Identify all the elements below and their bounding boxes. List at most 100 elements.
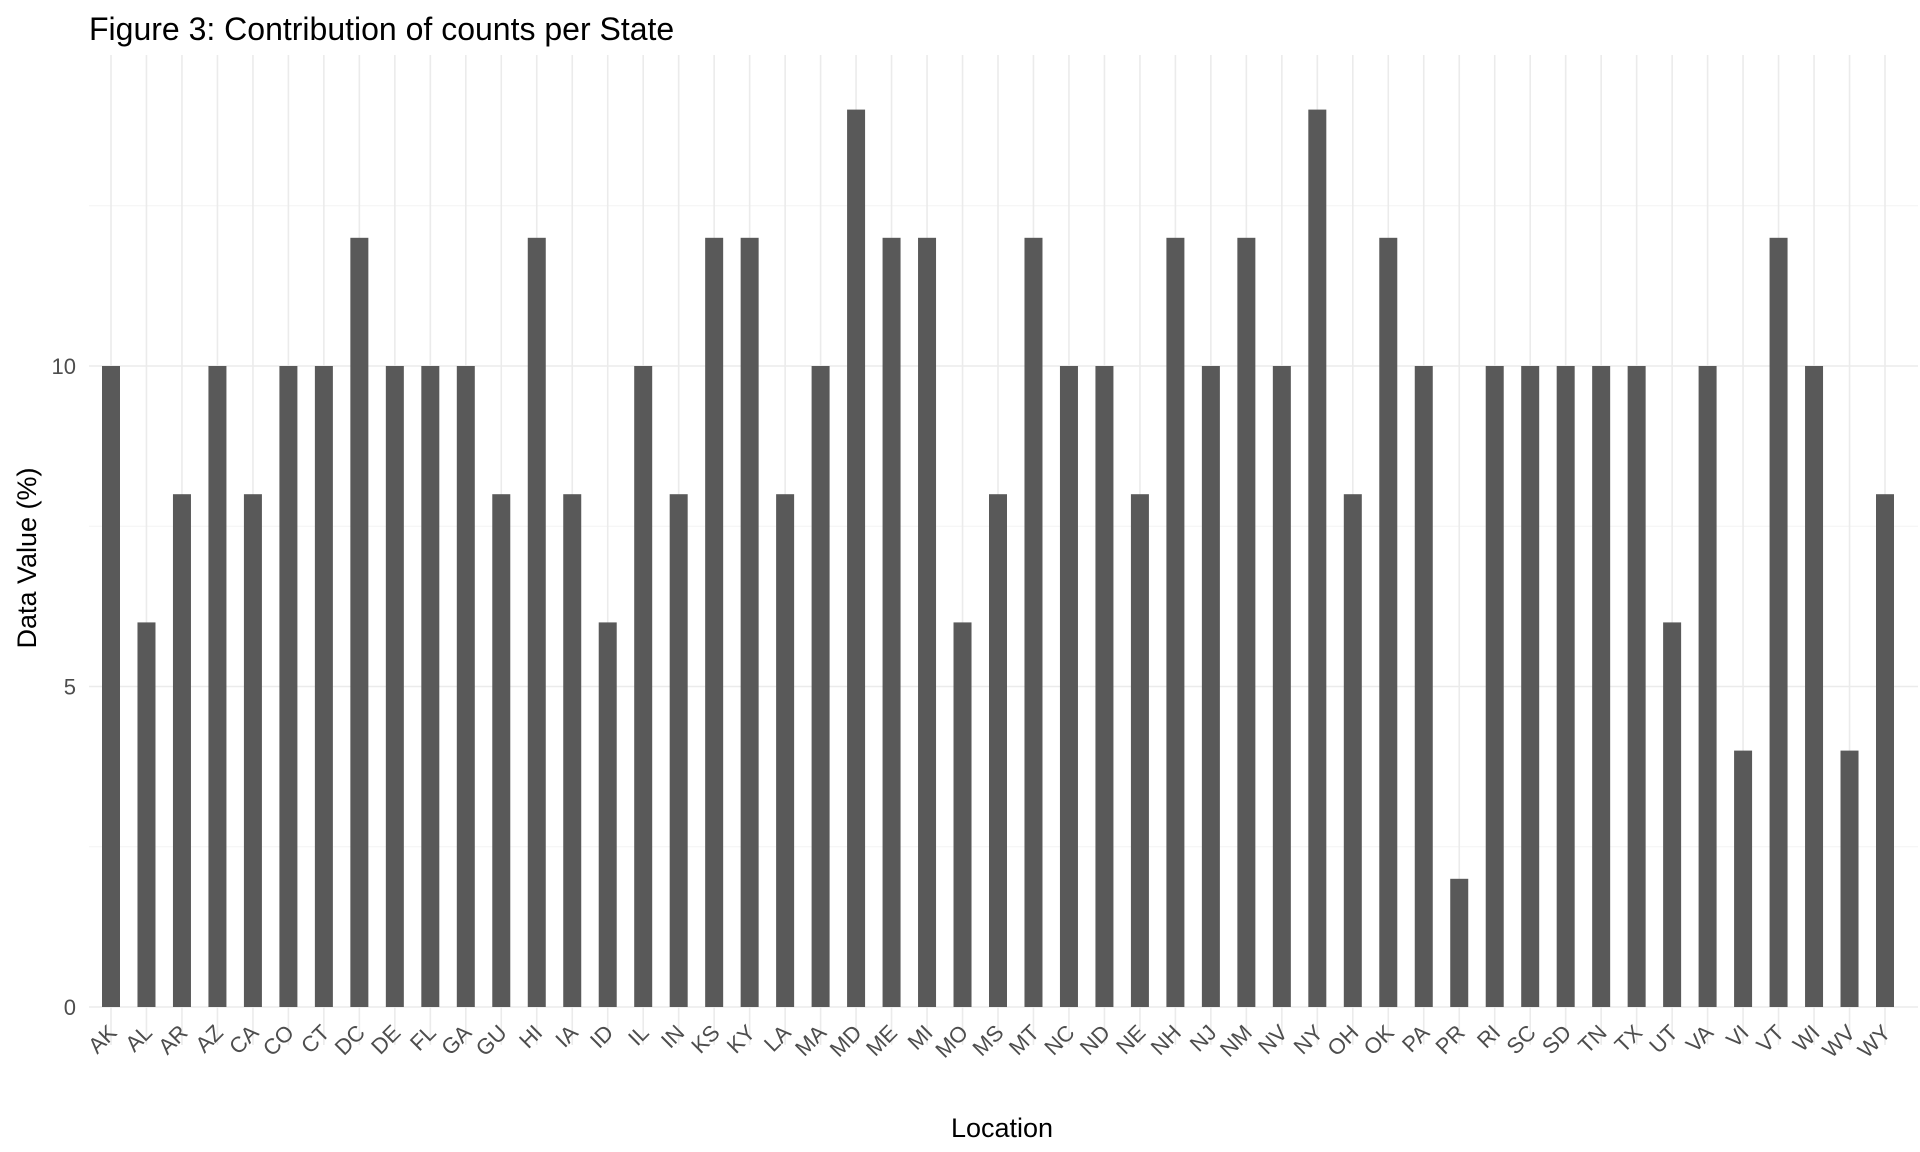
y-axis-ticks: 0 5 10 xyxy=(52,354,76,1020)
x-tick-label: MI xyxy=(903,1020,938,1055)
x-tick-label: AL xyxy=(120,1020,157,1057)
bar-al xyxy=(137,622,156,1007)
bar-ok xyxy=(1379,237,1398,1008)
chart-title: Figure 3: Contribution of counts per Sta… xyxy=(89,11,674,47)
x-tick-label: AR xyxy=(153,1020,192,1059)
x-tick-label: PR xyxy=(1430,1020,1469,1059)
y-axis-title: Data Value (%) xyxy=(12,467,42,648)
bar-ma xyxy=(811,366,830,1007)
x-tick-label: KY xyxy=(722,1020,761,1059)
bar-ak xyxy=(102,366,120,1007)
bar-dc xyxy=(350,237,369,1008)
x-tick-label: VI xyxy=(1721,1020,1753,1052)
bar-ms xyxy=(989,494,1007,1007)
x-tick-label: WY xyxy=(1853,1020,1896,1063)
x-tick-label: MO xyxy=(930,1020,973,1063)
bar-il xyxy=(634,366,653,1007)
bar-oh xyxy=(1343,494,1362,1007)
bar-mt xyxy=(1024,237,1043,1008)
x-tick-label: CA xyxy=(224,1020,264,1060)
bar-ks xyxy=(705,237,724,1008)
bar-nc xyxy=(1059,366,1078,1007)
bar-fl xyxy=(421,366,440,1007)
bar-co xyxy=(279,366,298,1007)
x-tick-label: TN xyxy=(1573,1020,1611,1058)
y-tick-label: 10 xyxy=(52,354,76,379)
bar-nv xyxy=(1272,366,1291,1007)
bar-az xyxy=(208,366,227,1007)
bar-id xyxy=(598,622,617,1007)
x-tick-label: MT xyxy=(1004,1020,1044,1060)
x-tick-label: IL xyxy=(623,1020,654,1051)
bar-tx xyxy=(1627,366,1646,1007)
x-tick-label: HI xyxy=(514,1020,547,1053)
x-tick-label: NY xyxy=(1289,1020,1329,1060)
x-tick-label: VT xyxy=(1752,1020,1790,1058)
x-tick-label: CT xyxy=(296,1020,334,1058)
x-tick-label: PA xyxy=(1397,1020,1435,1058)
bar-ca xyxy=(243,494,262,1007)
x-tick-label: TX xyxy=(1610,1020,1648,1058)
x-tick-label: RI xyxy=(1472,1020,1505,1053)
bar-vi xyxy=(1734,750,1753,1007)
x-tick-label: MA xyxy=(790,1020,831,1061)
x-tick-label: AK xyxy=(83,1020,122,1059)
bar-pa xyxy=(1414,366,1433,1007)
bar-ny xyxy=(1308,109,1327,1008)
x-tick-label: WI xyxy=(1788,1020,1825,1057)
x-tick-label: ID xyxy=(585,1020,618,1053)
x-tick-label: WV xyxy=(1817,1020,1860,1063)
bar-wy xyxy=(1876,494,1894,1007)
x-tick-label: NV xyxy=(1253,1020,1293,1060)
x-tick-label: IN xyxy=(656,1020,689,1053)
bar-hi xyxy=(527,237,546,1008)
x-tick-label: ND xyxy=(1075,1020,1115,1060)
bar-ri xyxy=(1485,366,1504,1007)
bar-ct xyxy=(314,366,333,1007)
x-tick-label: MD xyxy=(825,1020,867,1062)
x-axis-title: Location xyxy=(951,1113,1053,1143)
x-tick-label: NJ xyxy=(1185,1020,1222,1057)
bar-vt xyxy=(1769,237,1788,1008)
x-tick-label: AZ xyxy=(190,1020,228,1058)
x-tick-label: CO xyxy=(258,1020,299,1061)
bars xyxy=(102,109,1894,1008)
bar-wi xyxy=(1805,366,1824,1007)
x-tick-label: NE xyxy=(1111,1020,1150,1059)
x-tick-label: OH xyxy=(1322,1020,1363,1061)
x-tick-label: FL xyxy=(405,1020,441,1056)
x-tick-label: OK xyxy=(1359,1020,1399,1060)
bar-nd xyxy=(1095,366,1114,1007)
bar-ut xyxy=(1663,622,1682,1007)
x-tick-label: ME xyxy=(861,1020,902,1061)
bar-ga xyxy=(456,366,475,1007)
x-tick-label: DE xyxy=(366,1020,405,1059)
bar-va xyxy=(1698,366,1717,1007)
bar-tn xyxy=(1592,366,1611,1007)
y-tick-label: 0 xyxy=(64,995,76,1020)
x-tick-label: NC xyxy=(1039,1020,1079,1060)
x-tick-label: UT xyxy=(1644,1020,1682,1058)
bar-me xyxy=(882,237,901,1008)
bar-la xyxy=(776,494,795,1007)
x-tick-label: NH xyxy=(1146,1020,1186,1060)
bar-sc xyxy=(1521,366,1540,1007)
bar-in xyxy=(669,494,688,1007)
bar-wv xyxy=(1840,750,1859,1007)
x-tick-label: MS xyxy=(968,1020,1009,1061)
bar-md xyxy=(847,109,866,1008)
x-tick-label: KS xyxy=(686,1020,724,1058)
bar-mi xyxy=(918,237,937,1008)
bar-ne xyxy=(1130,494,1149,1007)
x-tick-label: IA xyxy=(550,1020,583,1053)
bar-pr xyxy=(1450,878,1469,1007)
bar-nj xyxy=(1201,366,1220,1007)
bar-nh xyxy=(1166,237,1185,1008)
y-tick-label: 5 xyxy=(64,675,76,700)
bar-sd xyxy=(1556,366,1575,1007)
bar-ar xyxy=(172,494,191,1007)
bar-ia xyxy=(563,494,582,1007)
x-tick-label: GU xyxy=(471,1020,512,1061)
